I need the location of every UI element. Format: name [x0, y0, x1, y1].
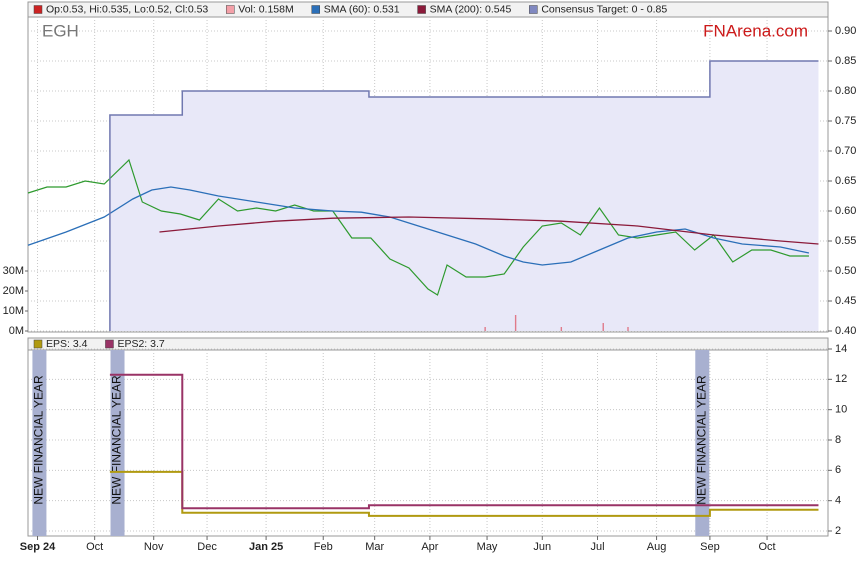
fy-band — [110, 350, 125, 536]
annotation: NEW FINANCIAL YEAR — [32, 375, 46, 505]
eps-panel — [27, 337, 829, 537]
consensus-area — [109, 61, 819, 331]
x-tick-label: Aug — [647, 541, 667, 553]
y2-tick-label: 20M — [3, 285, 24, 297]
y2-tick-label: 10M — [3, 305, 24, 317]
annotation: NEW FINANCIAL YEAR — [110, 375, 124, 505]
y-tick-label: 0.85 — [835, 55, 856, 67]
x-tick-label: Oct — [758, 541, 775, 553]
legend-bar — [27, 337, 829, 351]
x-tick-label: Sep 24 — [20, 541, 56, 553]
legend-swatch — [105, 339, 114, 349]
fy-band — [32, 350, 47, 536]
y-tick-label: 0.80 — [835, 85, 856, 97]
legend-swatch — [529, 5, 538, 14]
y2-tick-label: 0M — [9, 325, 24, 337]
x-tick-label: Apr — [421, 541, 438, 553]
logo: FNArena.com — [703, 21, 808, 40]
y-tick-label: 6 — [835, 464, 841, 476]
y-tick-label: 0.70 — [835, 145, 856, 157]
legend-label: SMA (60): 0.531 — [324, 3, 400, 15]
y-tick-label: 0.55 — [835, 235, 856, 247]
x-tick-label: Jan 25 — [249, 541, 283, 553]
y-tick-label: 12 — [835, 373, 847, 385]
x-tick-label: Sep — [700, 541, 720, 553]
x-tick-label: Jun — [533, 541, 551, 553]
x-tick-label: Feb — [314, 541, 333, 553]
x-tick-label: Nov — [144, 541, 164, 553]
y-tick-label: 2 — [835, 525, 841, 537]
volume-bar — [514, 315, 517, 331]
x-tick-label: Mar — [365, 541, 384, 553]
legend-swatch — [33, 5, 43, 14]
x-tick-label: Jul — [590, 541, 604, 553]
legend-label: Op:0.53, Hi:0.535, Lo:0.52, Cl:0.53 — [46, 3, 208, 15]
annotation: NEW FINANCIAL YEAR — [694, 375, 708, 505]
ticker: EGH — [42, 21, 79, 40]
y-tick-label: 0.90 — [835, 25, 856, 37]
y-tick-label: 14 — [835, 343, 847, 355]
legend-label: EPS: 3.4 — [46, 338, 88, 350]
price-line — [27, 158, 809, 296]
x-tick-label: Oct — [86, 541, 103, 553]
legend-swatch — [311, 5, 320, 14]
eps-line — [109, 373, 819, 510]
legend-swatch — [226, 5, 235, 14]
y-tick-label: 0.45 — [835, 295, 856, 307]
legend-label: SMA (200): 0.545 — [430, 3, 512, 15]
x-tick-label: May — [477, 541, 498, 553]
y-tick-label: 0.60 — [835, 205, 856, 217]
y-tick-label: 0.65 — [835, 175, 856, 187]
fy-band — [695, 350, 710, 536]
volume-bar — [627, 327, 629, 331]
volume-bar — [560, 327, 563, 331]
consensus-line — [109, 60, 819, 331]
volume-bar — [484, 327, 486, 331]
y-tick-label: 4 — [835, 495, 841, 507]
y2-tick-label: 30M — [3, 265, 24, 277]
volume-bar — [602, 323, 604, 331]
x-tick-label: Dec — [197, 541, 217, 553]
legend-swatch — [33, 339, 43, 349]
y-tick-label: 0.40 — [835, 325, 856, 337]
y-tick-label: 0.75 — [835, 115, 856, 127]
legend-swatch — [417, 5, 426, 14]
sma-line — [159, 216, 819, 245]
legend-label: Consensus Target: 0 - 0.85 — [541, 3, 667, 15]
under-layer — [28, 17, 828, 536]
y-tick-label: 10 — [835, 404, 847, 416]
y-tick-label: 8 — [835, 434, 841, 446]
legend-label: Vol: 0.158M — [238, 3, 293, 15]
legend-label: EPS2: 3.7 — [117, 338, 164, 350]
y-tick-label: 0.50 — [835, 265, 856, 277]
